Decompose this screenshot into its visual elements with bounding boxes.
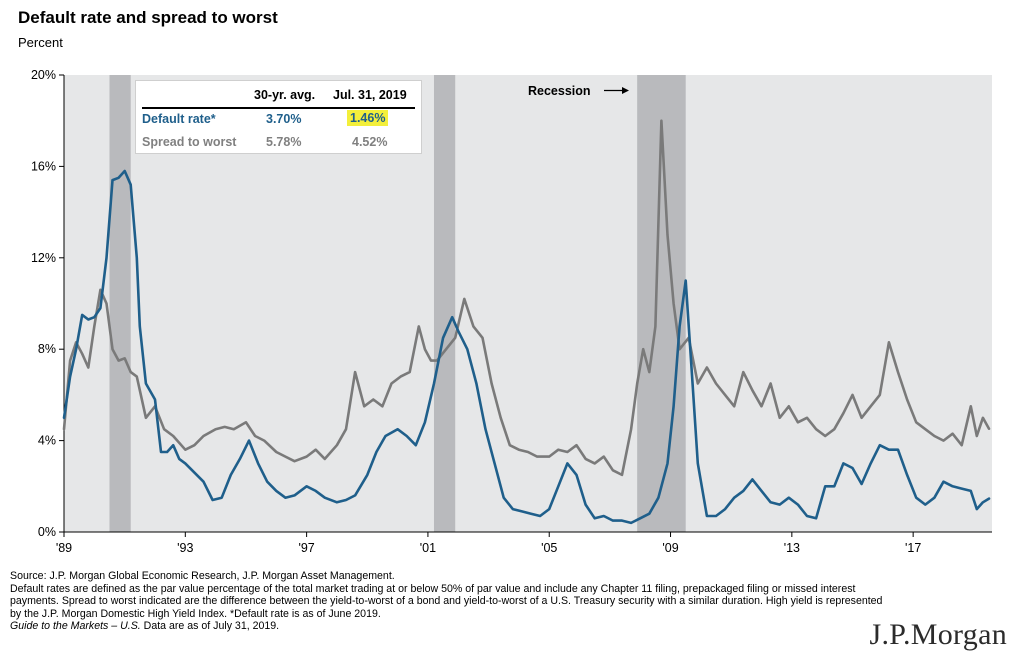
legend-spread-avg: 5.78% bbox=[266, 135, 302, 149]
recession-arrow-head bbox=[622, 87, 629, 94]
y-tick-label: 12% bbox=[31, 251, 56, 265]
y-tick-label: 0% bbox=[38, 525, 56, 539]
y-tick-label: 16% bbox=[31, 159, 56, 173]
footnote-guide-title: Guide to the Markets – U.S. bbox=[10, 620, 141, 633]
recession-band-0 bbox=[109, 75, 131, 532]
legend-header-current: Jul. 31, 2019 bbox=[333, 88, 407, 102]
x-tick-label: '13 bbox=[784, 541, 800, 555]
x-tick-label: '17 bbox=[905, 541, 921, 555]
recession-band-1 bbox=[433, 75, 456, 532]
recession-label: Recession bbox=[528, 84, 591, 98]
chart-title: Default rate and spread to worst bbox=[18, 8, 278, 27]
legend-spread-label: Spread to worst bbox=[142, 135, 237, 149]
axes: 0% 4% 8% 12% 16% 20% '89 '93 '97 '01 '05 '09 '13 '17 bbox=[31, 68, 992, 555]
y-tick-label: 20% bbox=[31, 68, 56, 82]
legend-default-avg: 3.70% bbox=[266, 112, 302, 126]
footnote-guide: Guide to the Markets – U.S. Data are as … bbox=[10, 620, 890, 633]
legend-default-label: Default rate* bbox=[142, 112, 216, 126]
legend-default-current: 1.46% bbox=[347, 110, 389, 126]
chart-svg: 0%4%8%12%16%20%'89'93'97'01'05'09'13'17 … bbox=[31, 68, 992, 555]
recession-bands bbox=[109, 75, 686, 532]
jpmorgan-logo: J.P.Morgan bbox=[869, 618, 1007, 651]
footnote-source: Source: J.P. Morgan Global Economic Rese… bbox=[10, 570, 395, 582]
series-lines bbox=[62, 119, 991, 525]
footnote-definitions: Default rates are defined as the par val… bbox=[10, 582, 883, 620]
x-tick-label: '89 bbox=[56, 541, 72, 555]
legend-header-avg: 30-yr. avg. bbox=[254, 88, 316, 102]
chart-subtitle: Percent bbox=[18, 35, 63, 50]
y-tick-label: 8% bbox=[38, 342, 56, 356]
x-tick-label: '05 bbox=[541, 541, 557, 555]
legend-header-rule bbox=[142, 107, 415, 109]
legend-table: 30-yr. avg. Jul. 31, 2019 Default rate* … bbox=[135, 80, 422, 154]
footnotes: Source: J.P. Morgan Global Economic Rese… bbox=[10, 570, 890, 633]
default-rate-line bbox=[62, 169, 991, 525]
spread-to-worst-line bbox=[62, 119, 991, 477]
x-tick-label: '93 bbox=[177, 541, 193, 555]
x-tick-label: '01 bbox=[420, 541, 436, 555]
recession-annotation: Recession bbox=[528, 84, 629, 98]
y-tick-label: 4% bbox=[38, 434, 56, 448]
x-tick-label: '09 bbox=[662, 541, 678, 555]
legend-spread-current: 4.52% bbox=[352, 135, 388, 149]
footnote-guide-date: Data are as of July 31, 2019. bbox=[140, 620, 280, 633]
x-tick-label: '97 bbox=[298, 541, 314, 555]
